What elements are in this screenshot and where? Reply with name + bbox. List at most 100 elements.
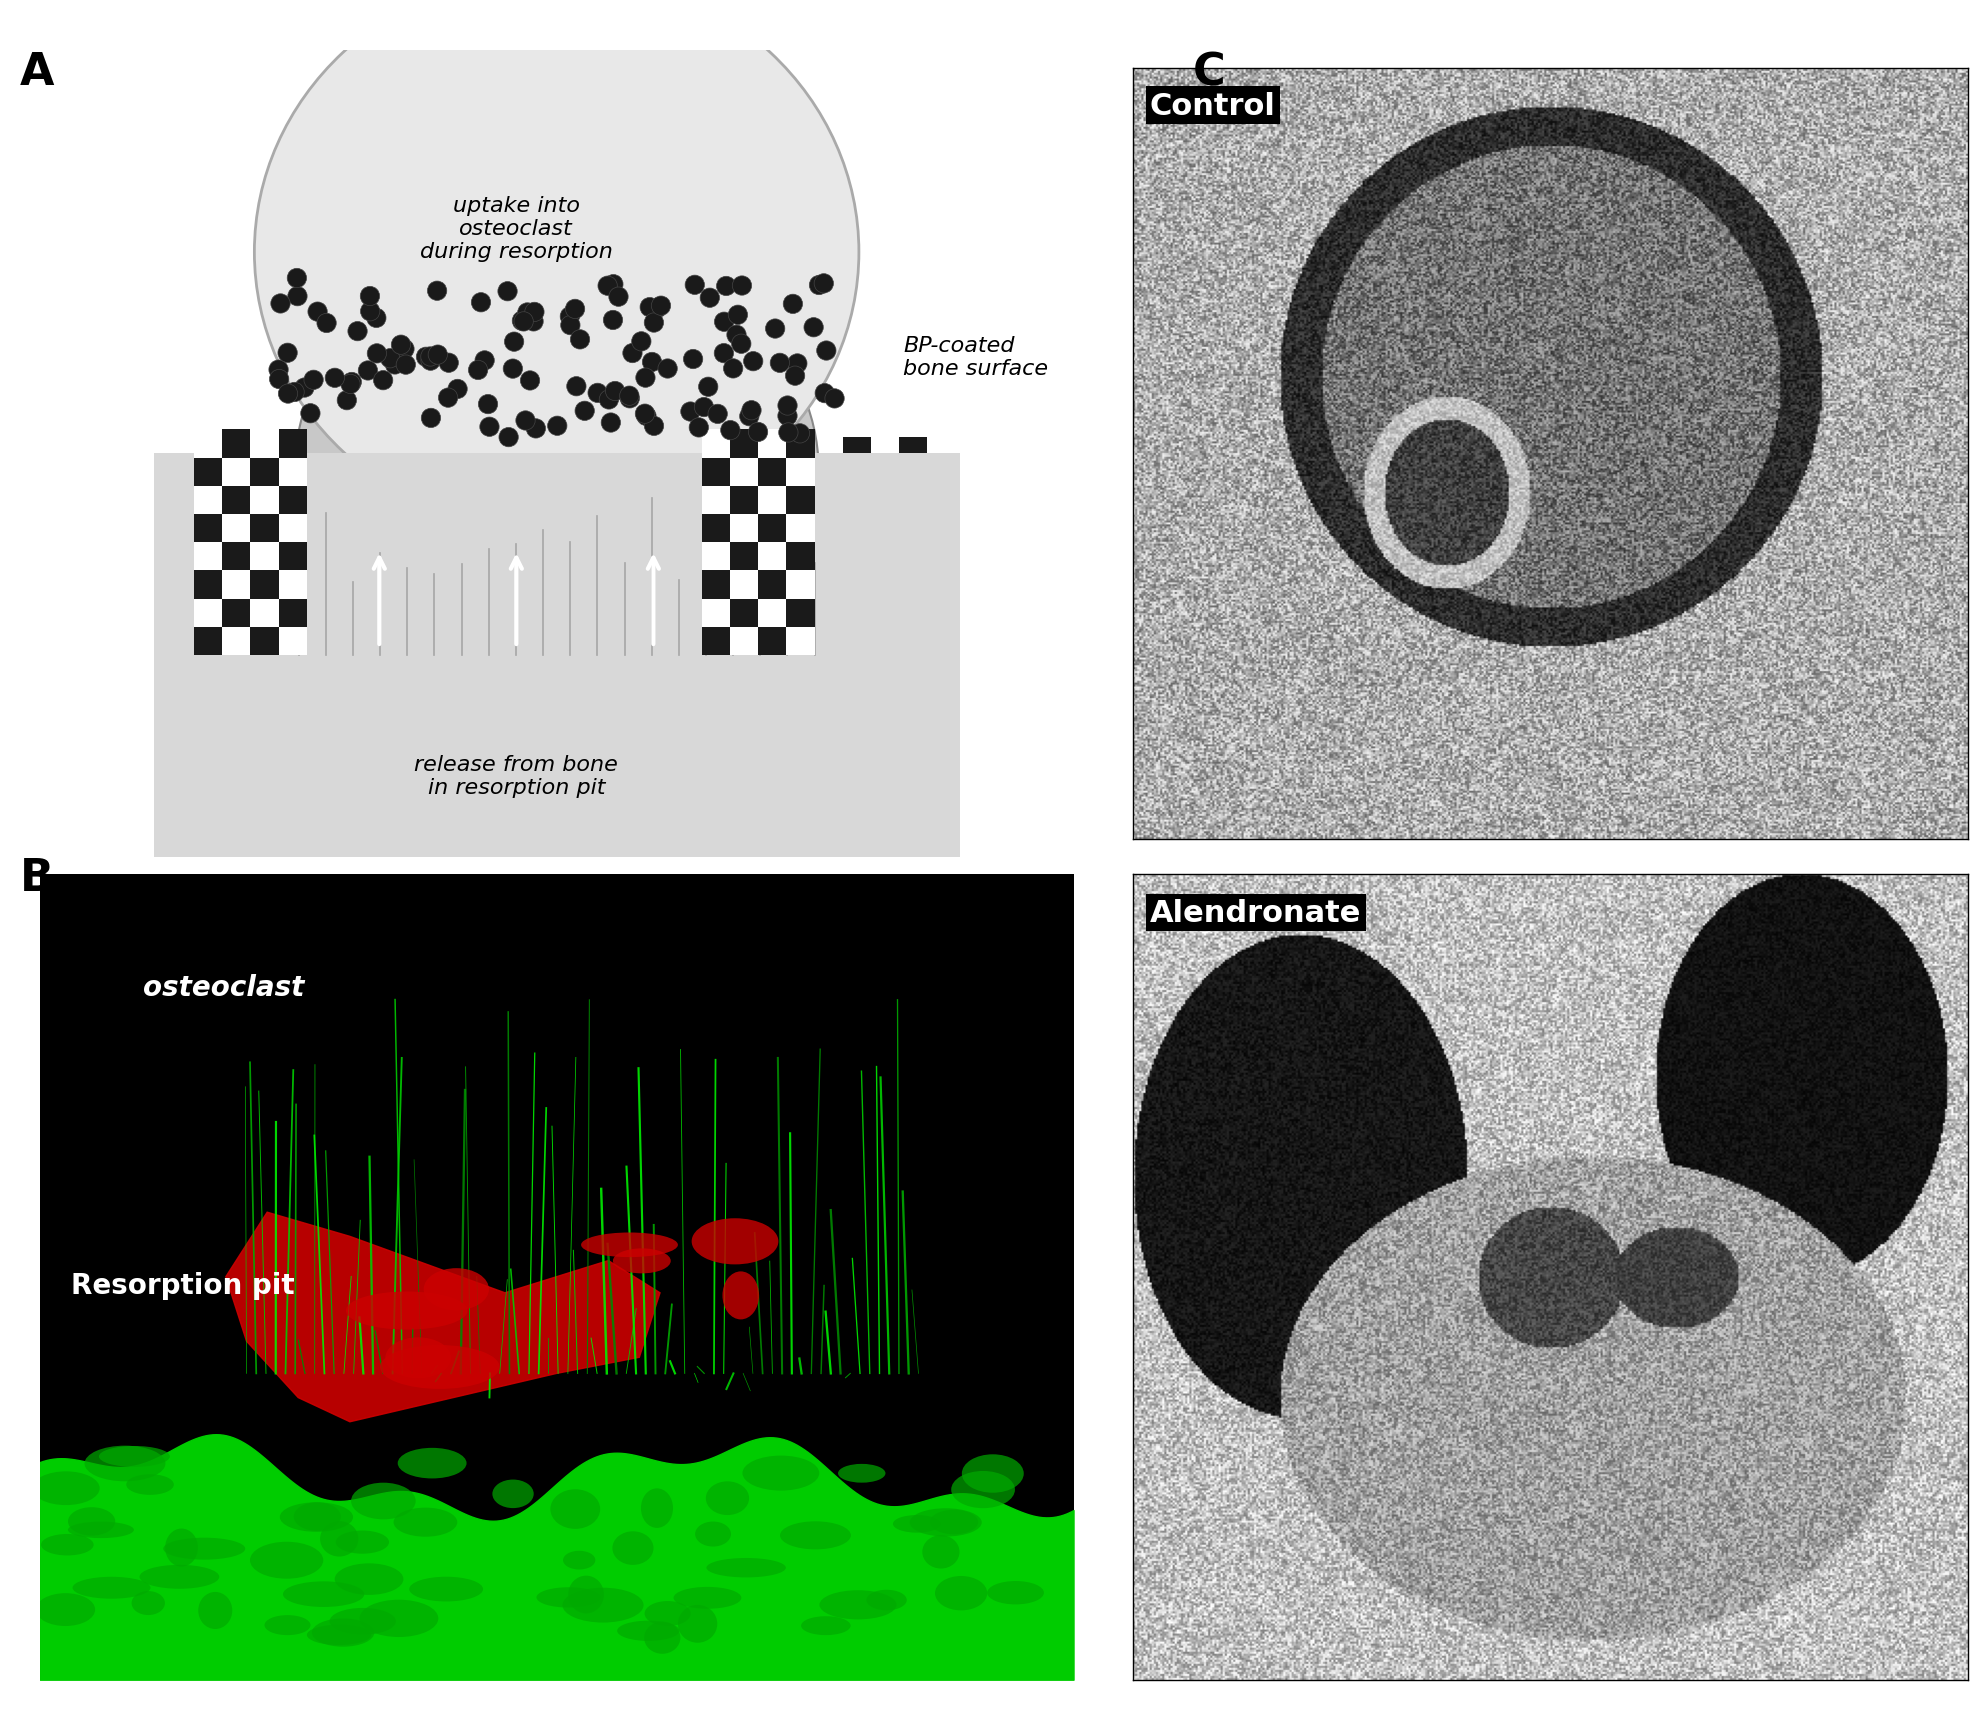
- Bar: [730, 600, 757, 627]
- Circle shape: [392, 336, 412, 355]
- Circle shape: [652, 297, 670, 315]
- Circle shape: [732, 276, 751, 297]
- Circle shape: [427, 346, 447, 365]
- Circle shape: [690, 418, 708, 437]
- Bar: [419, 550, 447, 579]
- Bar: [871, 663, 899, 692]
- Circle shape: [769, 355, 789, 374]
- Bar: [646, 579, 674, 607]
- Bar: [843, 523, 871, 550]
- Bar: [730, 543, 757, 571]
- Bar: [757, 607, 787, 636]
- Bar: [447, 663, 475, 692]
- Bar: [153, 454, 960, 857]
- Bar: [447, 720, 475, 749]
- Bar: [646, 439, 674, 466]
- Bar: [616, 439, 646, 466]
- Bar: [223, 571, 250, 600]
- Bar: [334, 494, 364, 523]
- Bar: [588, 692, 616, 720]
- Ellipse shape: [127, 1474, 173, 1495]
- Bar: [588, 439, 616, 466]
- Circle shape: [598, 391, 618, 410]
- Bar: [250, 692, 278, 720]
- Circle shape: [600, 413, 620, 434]
- Circle shape: [815, 274, 833, 293]
- Bar: [475, 607, 505, 636]
- Bar: [419, 692, 447, 720]
- Ellipse shape: [360, 1599, 437, 1637]
- Circle shape: [300, 405, 320, 423]
- Circle shape: [606, 382, 624, 401]
- Circle shape: [740, 408, 759, 427]
- Bar: [899, 466, 928, 494]
- Circle shape: [747, 423, 767, 442]
- Bar: [195, 487, 223, 514]
- Bar: [787, 636, 815, 663]
- Bar: [334, 523, 364, 550]
- Bar: [334, 550, 364, 579]
- Ellipse shape: [612, 1250, 670, 1274]
- Circle shape: [620, 389, 640, 408]
- Bar: [787, 776, 815, 804]
- Bar: [505, 720, 533, 749]
- Circle shape: [698, 377, 718, 398]
- Bar: [757, 550, 787, 579]
- Ellipse shape: [569, 1575, 604, 1613]
- Bar: [843, 749, 871, 776]
- Ellipse shape: [264, 1615, 310, 1635]
- Ellipse shape: [696, 1522, 732, 1546]
- Bar: [730, 692, 757, 720]
- Bar: [223, 439, 250, 466]
- Bar: [392, 720, 419, 749]
- Bar: [223, 458, 250, 487]
- Bar: [843, 607, 871, 636]
- Ellipse shape: [563, 1551, 594, 1570]
- Ellipse shape: [839, 1464, 885, 1483]
- Bar: [757, 720, 787, 749]
- Bar: [843, 579, 871, 607]
- Bar: [730, 627, 757, 655]
- Bar: [195, 458, 223, 487]
- Bar: [730, 663, 757, 692]
- Circle shape: [521, 372, 539, 391]
- Bar: [278, 692, 306, 720]
- Bar: [419, 494, 447, 523]
- Circle shape: [340, 375, 360, 394]
- Bar: [195, 439, 223, 466]
- Bar: [730, 607, 757, 636]
- Bar: [899, 523, 928, 550]
- Bar: [250, 523, 278, 550]
- Bar: [899, 579, 928, 607]
- Circle shape: [348, 322, 368, 341]
- Bar: [250, 550, 278, 579]
- Bar: [561, 607, 588, 636]
- Bar: [815, 466, 843, 494]
- Bar: [674, 579, 702, 607]
- Bar: [223, 692, 250, 720]
- Circle shape: [588, 384, 606, 403]
- Bar: [757, 749, 787, 776]
- Circle shape: [636, 408, 656, 427]
- Bar: [561, 579, 588, 607]
- Bar: [787, 550, 815, 579]
- Circle shape: [278, 345, 298, 363]
- Circle shape: [561, 317, 580, 336]
- Circle shape: [360, 288, 380, 307]
- Circle shape: [270, 370, 288, 389]
- Circle shape: [469, 362, 487, 381]
- Bar: [646, 749, 674, 776]
- Bar: [250, 663, 278, 692]
- Circle shape: [439, 389, 457, 408]
- Bar: [195, 804, 223, 833]
- Bar: [278, 458, 306, 487]
- Bar: [588, 720, 616, 749]
- Bar: [815, 439, 843, 466]
- Bar: [787, 439, 815, 466]
- Ellipse shape: [85, 1447, 165, 1481]
- Bar: [616, 579, 646, 607]
- Bar: [871, 692, 899, 720]
- Bar: [646, 636, 674, 663]
- Circle shape: [515, 411, 535, 430]
- Circle shape: [680, 403, 700, 422]
